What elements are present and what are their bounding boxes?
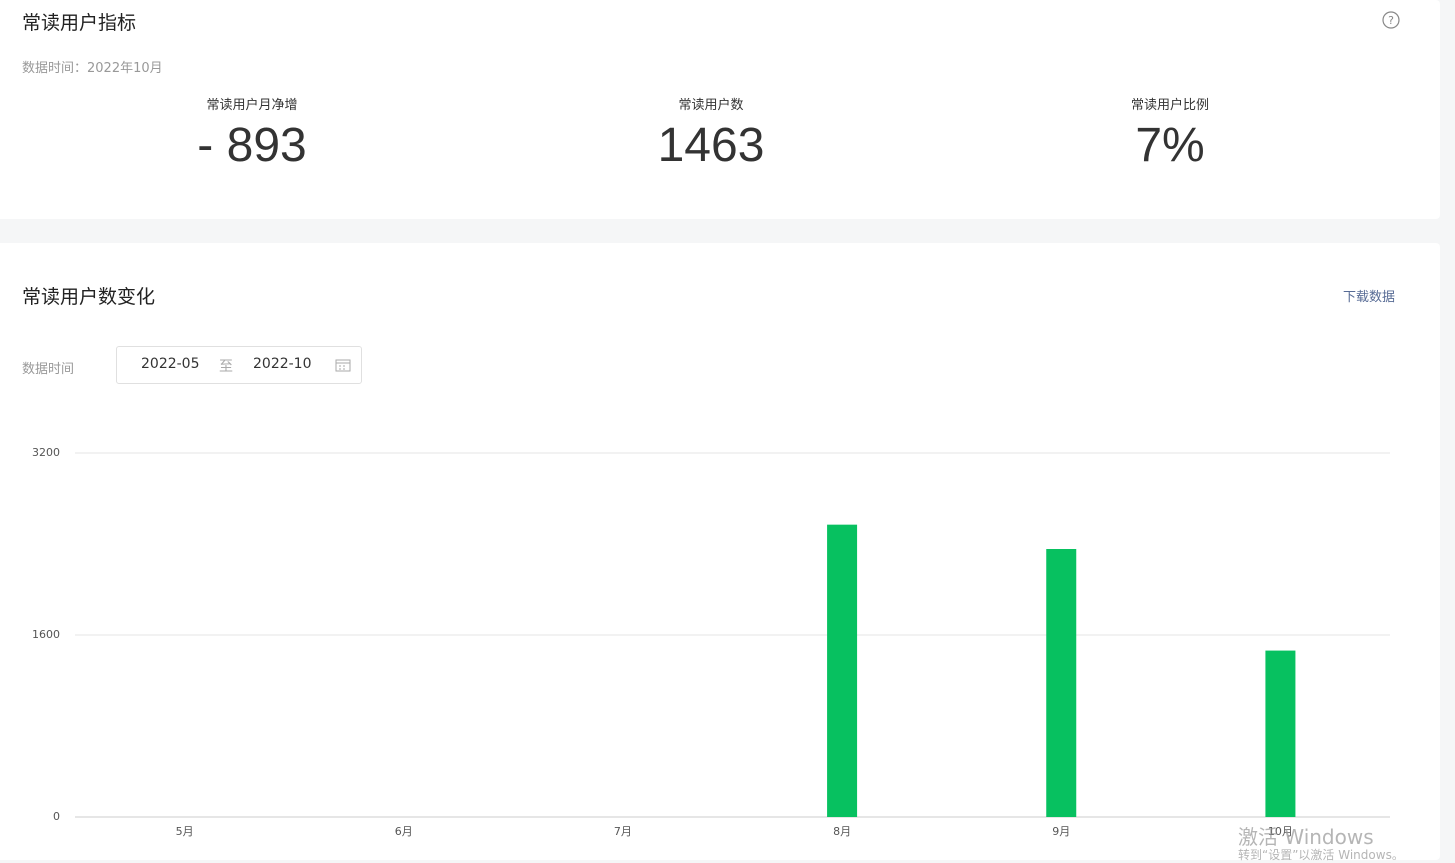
x-tick-label: 6月 bbox=[395, 825, 413, 838]
bar bbox=[827, 524, 858, 817]
start-date: 2022-05 bbox=[141, 356, 200, 372]
watermark: 激活 Windows bbox=[1238, 825, 1374, 849]
metric-value: 1463 bbox=[657, 119, 765, 172]
separator: 至 bbox=[219, 359, 233, 375]
metric-label: 常读用户月净增 bbox=[206, 98, 298, 113]
x-tick-label: 8月 bbox=[833, 825, 851, 838]
metrics-card: 常读用户指标 ? 数据时间：2022年10月 常读用户月净增 - 893 常读用… bbox=[0, 0, 1440, 219]
svg-text:?: ? bbox=[1388, 14, 1394, 27]
metric-label: 常读用户数 bbox=[678, 98, 744, 113]
x-tick-label: 7月 bbox=[614, 825, 632, 838]
chart-card: 常读用户数变化 下载数据 数据时间 2022-05 至 2022-10 bbox=[0, 243, 1440, 860]
date-label: 数据时间 bbox=[22, 362, 75, 377]
metric-value: - 893 bbox=[197, 119, 307, 172]
x-tick-label: 9月 bbox=[1052, 825, 1070, 838]
data-date: 数据时间：2022年10月 bbox=[22, 61, 163, 76]
calendar-icon bbox=[335, 359, 351, 372]
date-range-picker[interactable]: 2022-05 至 2022-10 bbox=[116, 346, 362, 384]
bar bbox=[1046, 549, 1077, 817]
x-tick-label: 10月 bbox=[1268, 825, 1293, 838]
metric-label: 常读用户比例 bbox=[1130, 98, 1210, 113]
card-title: 常读用户指标 bbox=[22, 12, 137, 34]
metric-value: 7% bbox=[1135, 119, 1205, 172]
y-tick-label: 1600 bbox=[32, 628, 60, 641]
bar bbox=[1265, 650, 1296, 817]
x-tick-label: 5月 bbox=[176, 825, 194, 838]
watermark: 转到“设置”以激活 Windows。 bbox=[1238, 848, 1404, 862]
chart-title: 常读用户数变化 bbox=[22, 286, 156, 308]
end-date: 2022-10 bbox=[253, 356, 312, 372]
y-tick-label: 3200 bbox=[32, 446, 60, 459]
help-icon[interactable]: ? bbox=[1381, 10, 1401, 30]
y-tick-label: 0 bbox=[53, 810, 60, 823]
download-link[interactable]: 下载数据 bbox=[1343, 290, 1396, 305]
